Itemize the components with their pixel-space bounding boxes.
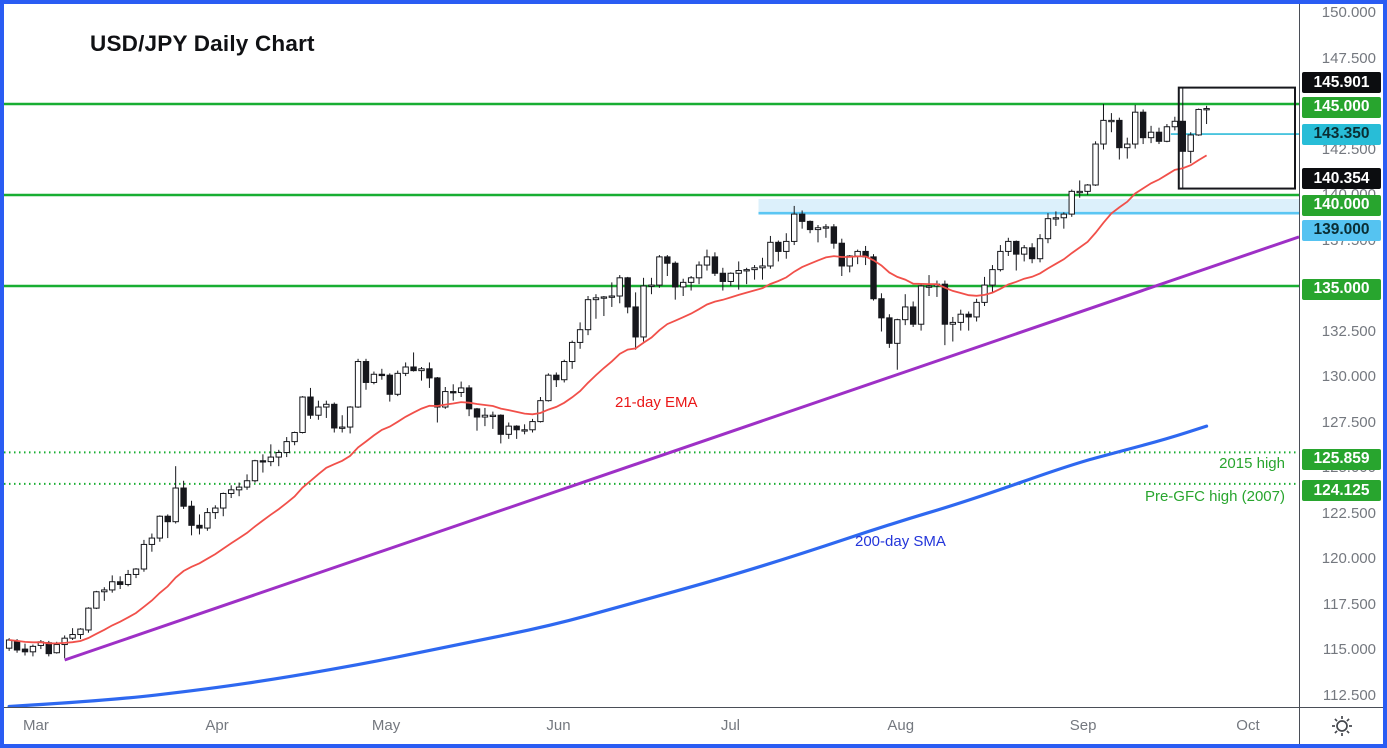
price-tick-label: 132.500 bbox=[1321, 322, 1376, 340]
month-tick-label: Mar bbox=[23, 717, 49, 734]
price-level-label: 125.859 bbox=[1302, 448, 1381, 470]
price-axis[interactable]: 150.000147.500145.000142.500140.000137.5… bbox=[1299, 4, 1383, 707]
chart-canvas[interactable]: USD/JPY Daily Chart 21-day EMA 200-day SM… bbox=[4, 4, 1299, 707]
month-tick-label: May bbox=[371, 717, 401, 734]
sma-200-line[interactable] bbox=[7, 424, 1209, 707]
price-tick-label: 117.500 bbox=[1322, 595, 1376, 613]
price-tick-label: 120.000 bbox=[1321, 550, 1376, 567]
month-tick-label: Apr bbox=[205, 717, 229, 734]
candlestick-series bbox=[5, 87, 1210, 659]
month-tick-label: Aug bbox=[887, 717, 915, 734]
price-tick-label: 115.000 bbox=[1322, 641, 1376, 658]
month-tick-label: Jun bbox=[546, 717, 571, 734]
price-level-label: 140.000 bbox=[1302, 194, 1381, 216]
price-tick-label: 150.000 bbox=[1321, 4, 1376, 21]
chart-plot-svg[interactable] bbox=[4, 4, 1299, 707]
price-level-label: 145.901 bbox=[1302, 72, 1381, 94]
time-axis[interactable]: Mar Apr May Jun Jul Aug Sep Oct bbox=[4, 707, 1299, 744]
price-tick-label: 147.500 bbox=[1321, 49, 1376, 67]
price-level-label: 139.000 bbox=[1302, 219, 1381, 241]
price-level-label: 145.000 bbox=[1302, 96, 1381, 118]
price-level-label: 140.354 bbox=[1302, 168, 1381, 190]
highlight-zone-139[interactable] bbox=[758, 199, 1299, 214]
trendline[interactable] bbox=[64, 235, 1299, 662]
price-tick-label: 122.500 bbox=[1321, 504, 1376, 522]
price-tick-label: 112.500 bbox=[1322, 686, 1376, 704]
annotation-21-day-ema: 21-day EMA bbox=[615, 394, 698, 411]
axis-settings-corner bbox=[1299, 707, 1383, 744]
month-tick-label: Jul bbox=[720, 717, 741, 734]
annotation-pre-gfc-high-2007-: Pre-GFC high (2007) bbox=[1144, 488, 1285, 505]
price-tick-label: 127.500 bbox=[1321, 413, 1376, 431]
annotation-200-day-sma: 200-day SMA bbox=[855, 533, 946, 550]
chart-title: USD/JPY Daily Chart bbox=[90, 31, 315, 56]
drawn-range-rectangle[interactable] bbox=[1177, 86, 1297, 190]
price-level-label: 124.125 bbox=[1302, 480, 1381, 502]
ema-21-line[interactable] bbox=[8, 154, 1208, 645]
annotation-2015-high: 2015 high bbox=[1219, 455, 1285, 472]
price-level-label: 143.350 bbox=[1302, 123, 1381, 145]
month-tick-label: Sep bbox=[1069, 717, 1097, 734]
sun-settings-icon[interactable] bbox=[1329, 713, 1355, 739]
month-tick-label: Oct bbox=[1236, 717, 1260, 734]
price-tick-label: 130.000 bbox=[1321, 368, 1376, 385]
price-tick-label: 142.500 bbox=[1321, 140, 1376, 158]
price-level-label: 135.000 bbox=[1302, 278, 1381, 300]
